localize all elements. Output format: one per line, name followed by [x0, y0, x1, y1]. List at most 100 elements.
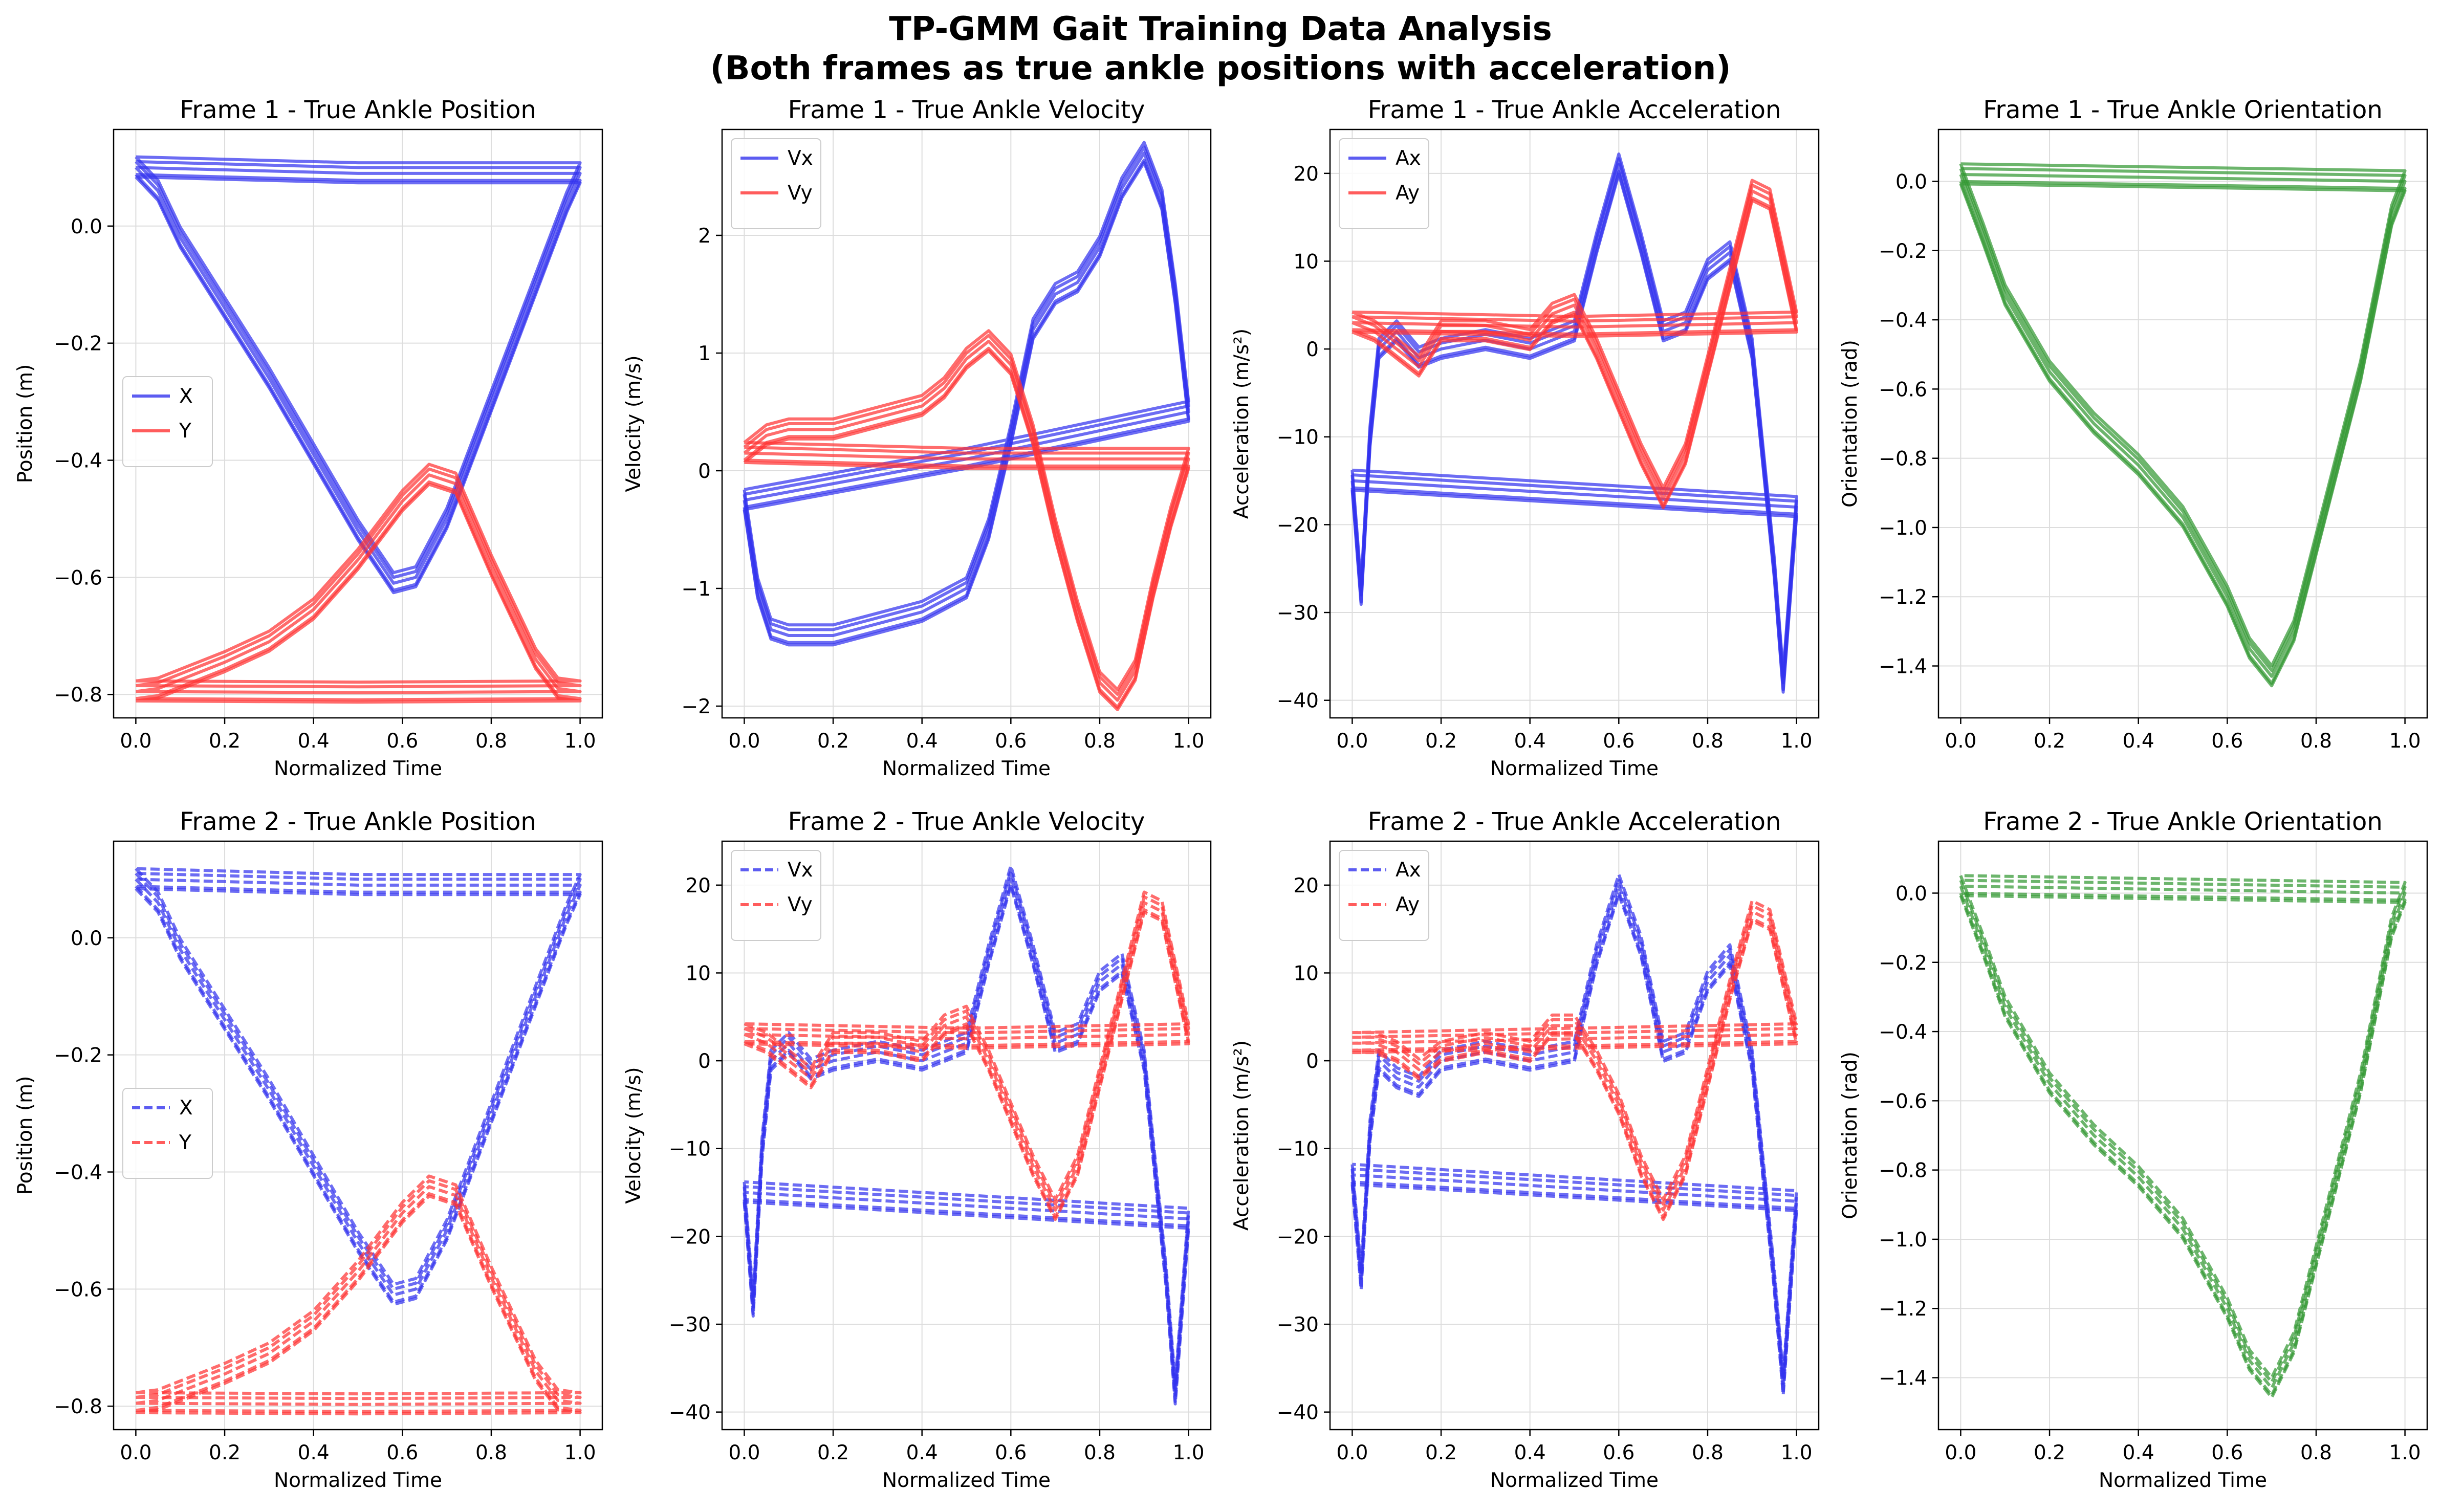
y-tick-label: −40 [669, 1401, 711, 1425]
legend-box [1339, 850, 1429, 941]
x-tick-label: 0.8 [1084, 1441, 1116, 1464]
y-tick-label: −10 [669, 1138, 711, 1161]
series-line-x [135, 155, 582, 575]
series-line-ay [1352, 899, 1798, 1201]
subplot-title: Frame 1 - True Ankle Position [180, 96, 536, 124]
x-tick-label: 0.8 [475, 730, 507, 753]
series-line-vy [744, 890, 1190, 1201]
subplot-6: 0.0 0.2 0.4 0.6 0.8 1.0 20 10 0 −10 −20 −30 −40 Frame… [622, 807, 1212, 1492]
y-tick-label: −1.2 [1879, 1298, 1927, 1321]
series-line-vy [744, 901, 1190, 1212]
x-tick-label: 0.4 [298, 1441, 330, 1464]
y-tick-label: −2 [682, 695, 711, 718]
y-tick-label: −10 [1277, 426, 1319, 449]
x-tick-label: 0.6 [386, 730, 418, 753]
x-tick-label: 0.8 [1692, 1441, 1724, 1464]
series-line-vx [743, 141, 1190, 627]
legend: Ax Ay [1339, 138, 1429, 229]
y-tick-label: −0.6 [1879, 1090, 1927, 1113]
x-tick-label: 1.0 [564, 1441, 596, 1464]
y-tick-label: 0.0 [1895, 170, 1927, 193]
series-line-orientation [1959, 874, 2407, 1379]
legend-box [122, 1088, 213, 1179]
series-line-ay [1352, 919, 1798, 1221]
x-tick-label: 1.0 [1173, 1441, 1205, 1464]
plot-area [1959, 874, 2407, 1399]
y-tick-label: −1 [682, 578, 711, 601]
y-axis-label: Orientation (rad) [1839, 1051, 1862, 1219]
series-line-ax [1350, 172, 1798, 694]
x-axis-label: Normalized Time [1490, 757, 1659, 780]
x-tick-label: 0.6 [386, 1441, 418, 1464]
y-tick-label: −30 [1277, 1313, 1319, 1336]
legend-label-ay: Ay [1396, 182, 1420, 205]
legend-label-x: X [179, 1097, 193, 1120]
y-tick-label: −0.6 [54, 566, 102, 589]
series-line-ax [1350, 152, 1798, 674]
axes-frame [113, 840, 603, 1431]
x-tick-label: 0.4 [906, 1441, 938, 1464]
x-tick-label: 0.2 [209, 1441, 241, 1464]
y-tick-label: −20 [669, 1225, 711, 1248]
y-tick-label: −0.4 [1879, 1021, 1927, 1044]
y-tick-label: −0.6 [1879, 378, 1927, 401]
y-tick-label: 0.0 [1895, 882, 1927, 905]
x-tick-label: 0.8 [1084, 730, 1116, 753]
x-tick-label: 0.2 [1425, 730, 1457, 753]
legend-box [122, 376, 213, 467]
y-tick-label: −0.6 [54, 1278, 102, 1301]
legend: Vx Vy [731, 850, 821, 941]
subplot-title: Frame 1 - True Ankle Velocity [788, 96, 1145, 124]
x-tick-label: 0.4 [2123, 730, 2154, 753]
axes-frame [721, 128, 1212, 719]
series-line-x [135, 878, 582, 1297]
figure-title-line1: TP-GMM Gait Training Data Analysis [889, 10, 1552, 48]
series-line-vx [743, 864, 1190, 1386]
x-tick-label: 0.6 [995, 1441, 1027, 1464]
series-line-vx [743, 161, 1190, 647]
series-line-ax [1350, 893, 1798, 1397]
subplot-1: 0.0 0.2 0.4 0.6 0.8 1.0 0.0 −0.2 −0.4 −0.6 −0.8 Fra… [14, 96, 603, 780]
axes-frame [113, 128, 603, 719]
subplot-4: 0.0 0.2 0.4 0.6 0.8 1.0 0.0 −0.2 −0.4 −0.6 −0.8 −1.… [1839, 96, 2428, 753]
legend-box [731, 138, 821, 229]
series-line-y [136, 1185, 582, 1406]
subplot-title: Frame 2 - True Ankle Orientation [1983, 807, 2383, 836]
legend-label-vx: Vx [788, 147, 813, 170]
subplot-3: 0.0 0.2 0.4 0.6 0.8 1.0 20 10 0 −10 −20 −30 −40 Frame… [1230, 96, 1820, 780]
subplot-2: 0.0 0.2 0.4 0.6 0.8 1.0 2 1 0 −1 −2 Frame 1 - True … [622, 96, 1212, 780]
x-tick-label: 0.4 [1514, 1441, 1546, 1464]
legend-box [1339, 138, 1429, 229]
y-tick-label: 0 [1306, 1050, 1319, 1073]
series-line-y [136, 473, 582, 694]
legend-label-vy: Vy [788, 182, 813, 205]
series-line-orientation [1959, 182, 2407, 688]
x-tick-label: 0.6 [1603, 1441, 1634, 1464]
legend-box [731, 850, 821, 941]
x-tick-label: 0.6 [1603, 730, 1634, 753]
series-line-ay [1352, 910, 1798, 1212]
x-tick-label: 0.2 [817, 730, 849, 753]
subplot-grid: 0.0 0.2 0.4 0.6 0.8 1.0 0.0 −0.2 −0.4 −0.6 −0.8 Fra… [14, 96, 2428, 1492]
x-tick-label: 0.0 [1945, 730, 1976, 753]
series-line-ay [1352, 189, 1798, 500]
subplot-title: Frame 2 - True Ankle Acceleration [1368, 807, 1781, 836]
y-tick-label: −0.2 [1879, 240, 1927, 263]
y-axis-label: Velocity (m/s) [622, 355, 645, 492]
y-tick-label: 0 [698, 460, 711, 483]
series-line-orientation [1959, 167, 2407, 672]
series-line-vy [743, 329, 1190, 691]
x-tick-label: 0.4 [1514, 730, 1546, 753]
y-tick-label: 1 [698, 342, 711, 365]
series-line-y [136, 467, 582, 689]
x-tick-label: 0.8 [2300, 1441, 2332, 1464]
x-tick-label: 1.0 [1781, 730, 1813, 753]
y-tick-label: −1.0 [1879, 517, 1927, 540]
y-tick-label: −20 [1277, 514, 1319, 537]
series-line-x [135, 175, 582, 595]
y-tick-label: 20 [1293, 874, 1319, 897]
series-line-x [135, 867, 582, 1286]
x-tick-label: 0.2 [209, 730, 241, 753]
legend-label-ax: Ax [1396, 859, 1421, 882]
x-tick-label: 1.0 [564, 730, 596, 753]
